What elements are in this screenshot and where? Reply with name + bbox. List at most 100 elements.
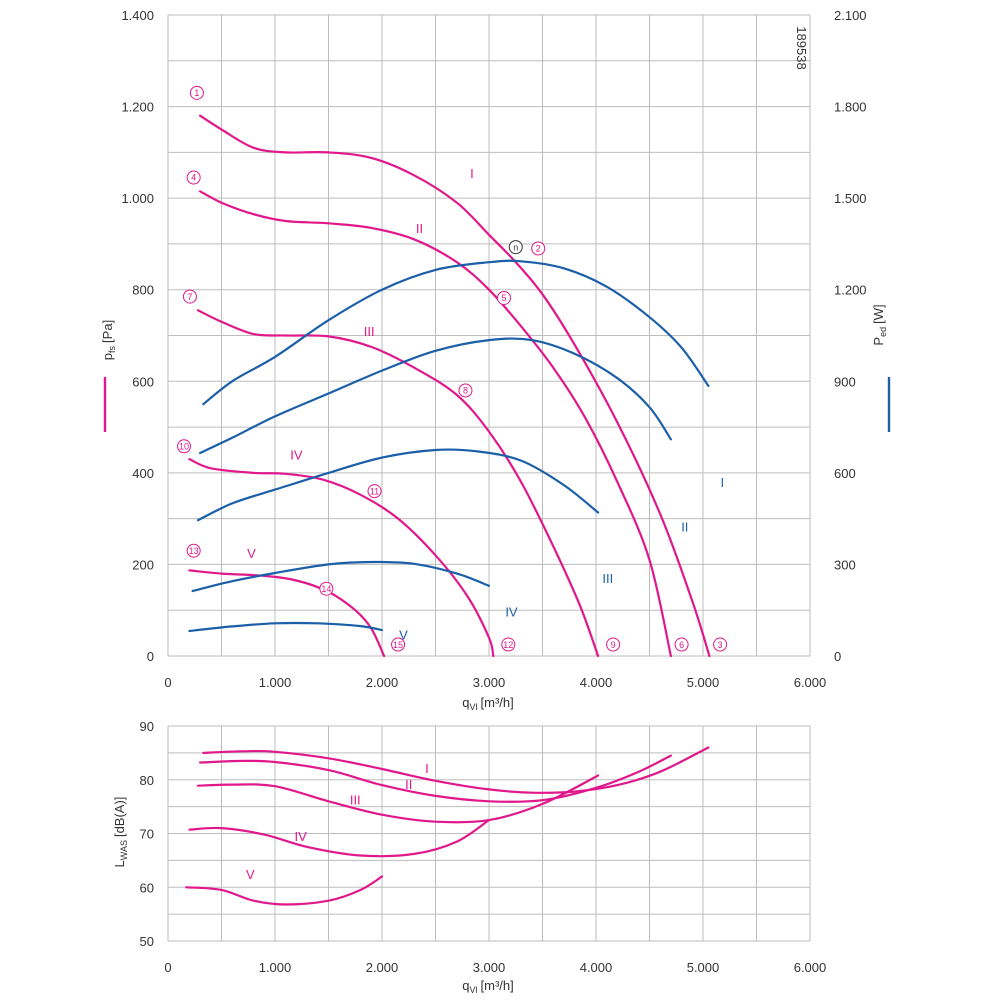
top-y-left-tick-label: 0 [147, 649, 154, 664]
top-y-left-tick-label: 200 [132, 557, 154, 572]
power-curve-label-I: I [720, 475, 724, 490]
marker-label-8: 8 [463, 386, 468, 396]
top-x-tick-label: 6.000 [794, 675, 827, 690]
pressure-curve-II [199, 190, 672, 658]
pressure-curve-I [199, 114, 711, 658]
top-y-right-tick-label: 600 [834, 466, 856, 481]
top-ylabel-right: Ped [W] [871, 304, 888, 345]
marker-circle-n [508, 240, 523, 255]
marker-circle-6 [674, 637, 689, 652]
marker-circle-5 [496, 290, 511, 305]
marker-label-3: 3 [718, 640, 723, 650]
top-ylabel-right-unit: [W] [871, 304, 886, 324]
power-curve-I [202, 259, 710, 406]
pressure-curve-label-III: III [364, 324, 375, 339]
top-xlabel-symbol: q [462, 695, 469, 710]
marker-label-n: n [513, 242, 518, 252]
sound-curve-label-IV: IV [295, 829, 308, 844]
marker-label-13: 13 [189, 546, 199, 556]
marker-circle-9 [606, 637, 621, 652]
marker-circle-14 [319, 581, 334, 596]
bottom-y-tick-label: 90 [140, 719, 154, 734]
power-curve-V [188, 621, 384, 633]
top-y-right-tick-label: 2.100 [834, 8, 867, 23]
marker-label-4: 4 [191, 173, 196, 183]
marker-circle-10 [177, 439, 192, 454]
bottom-grid [167, 725, 811, 942]
bottom-x-tick-label: 4.000 [580, 960, 613, 975]
marker-label-10: 10 [179, 442, 189, 452]
pressure-curve-label-II: II [416, 221, 423, 236]
power-curve-label-III: III [602, 571, 613, 586]
top-x-tick-label: 3.000 [473, 675, 506, 690]
bottom-x-tick-label: 3.000 [473, 960, 506, 975]
sound-curve-II [199, 754, 672, 803]
top-y-left-tick-label: 400 [132, 466, 154, 481]
sound-curve-label-I: I [425, 761, 429, 776]
bottom-y-tick-label: 70 [140, 827, 154, 842]
top-xlabel: qVl [m³/h] [462, 695, 513, 712]
top-y-right-tick-label: 1.800 [834, 100, 867, 115]
top-y-left-tick-label: 1.200 [121, 100, 154, 115]
top-ylabel-left-sub: fs [107, 345, 117, 353]
sound-curve-V [185, 875, 384, 906]
top-y-left-tick-label: 600 [132, 374, 154, 389]
bottom-y-tick-label: 50 [140, 934, 154, 949]
top-y-right-tick-label: 300 [834, 557, 856, 572]
pressure-curve-IV [188, 458, 495, 658]
sound-curve-IV [188, 819, 491, 858]
marker-label-11: 11 [370, 486, 379, 496]
top-y-left-tick-label: 1.400 [121, 8, 154, 23]
top-x-tick-label: 5.000 [687, 675, 720, 690]
marker-label-7: 7 [187, 292, 192, 302]
bottom-x-tick-label: 0 [164, 960, 171, 975]
top-ylabel-right-symbol: P [871, 337, 886, 346]
power-curve-III [196, 448, 600, 522]
bottom-ylabel-unit: [dB(A)] [112, 797, 127, 837]
marker-circle-15 [391, 637, 406, 652]
marker-label-2: 2 [536, 244, 541, 254]
sound-curve-label-III: III [350, 793, 361, 808]
marker-circle-12 [501, 637, 516, 652]
top-x-tick-label: 0 [164, 675, 171, 690]
top-y-left-tick-label: 1.000 [121, 191, 154, 206]
marker-label-6: 6 [679, 640, 684, 650]
sound-curve-label-II: II [405, 777, 412, 792]
bottom-xlabel-unit: [m³/h] [481, 978, 514, 993]
bottom-y-tick-label: 60 [140, 880, 154, 895]
marker-circle-3 [713, 637, 728, 652]
marker-label-14: 14 [321, 584, 331, 594]
top-y-right-tick-label: 1.500 [834, 191, 867, 206]
marker-label-15: 15 [393, 640, 403, 650]
pressure-curve-label-IV: IV [290, 448, 303, 463]
marker-circle-2 [531, 241, 546, 256]
bottom-y-tick-label: 80 [140, 773, 154, 788]
marker-circle-8 [458, 383, 473, 398]
top-ylabel-left-symbol: p [100, 353, 115, 360]
bottom-x-tick-label: 5.000 [687, 960, 720, 975]
marker-label-12: 12 [503, 640, 513, 650]
pressure-curve-label-I: I [470, 166, 474, 181]
marker-circle-13 [186, 543, 201, 558]
bottom-xlabel: qVl [m³/h] [462, 978, 513, 995]
bottom-xlabel-symbol: q [462, 978, 469, 993]
marker-circle-7 [182, 289, 197, 304]
figure-code: 189538 [794, 26, 809, 69]
power-curve-IV [191, 560, 491, 593]
marker-circle-1 [189, 85, 204, 100]
top-x-tick-label: 1.000 [259, 675, 292, 690]
top-ylabel-left: pfs [Pa] [100, 320, 117, 360]
axis-tick-labels: 0 1.000 2.000 3.000 4.000 5.000 6.000020040060… [121, 8, 866, 975]
bottom-x-tick-label: 6.000 [794, 960, 827, 975]
bottom-x-tick-label: 2.000 [366, 960, 399, 975]
pressure-curve-V [188, 569, 386, 658]
top-x-tick-label: 4.000 [580, 675, 613, 690]
marker-circle-11 [367, 484, 382, 499]
top-ylabel-right-sub: ed [878, 327, 888, 337]
top-y-right-tick-label: 900 [834, 374, 856, 389]
bottom-ylabel-sub: WAS [119, 840, 129, 860]
marker-circle-4 [186, 170, 201, 185]
